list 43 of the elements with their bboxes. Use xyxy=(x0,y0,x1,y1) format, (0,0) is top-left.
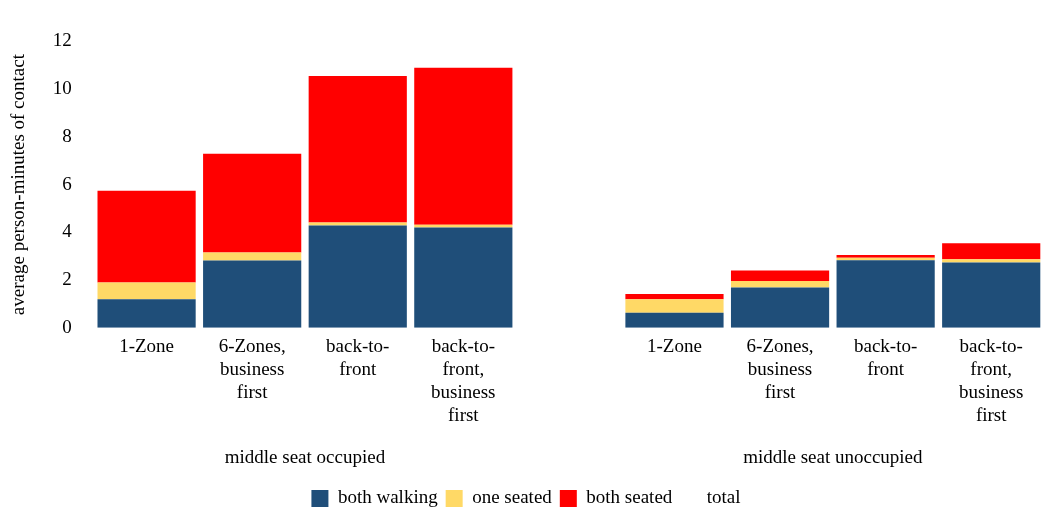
bar xyxy=(203,252,302,261)
text: middle seat occupied xyxy=(224,445,386,467)
y-tick-label: 10 xyxy=(52,77,72,99)
bar xyxy=(942,259,1041,263)
text: total xyxy=(706,486,741,508)
bar xyxy=(625,299,724,313)
x-tick-label: back-to-front xyxy=(326,335,390,379)
bar xyxy=(308,225,407,328)
bar xyxy=(942,262,1041,328)
bar xyxy=(203,153,302,253)
bar xyxy=(97,190,196,283)
y-tick-label: 4 xyxy=(62,220,73,242)
x-tick-label: back-to-front, business first xyxy=(431,335,496,425)
y-tick-label: 0 xyxy=(62,315,72,337)
y-tick-label: 12 xyxy=(52,29,72,51)
bar xyxy=(97,282,196,300)
legend-label: both walking xyxy=(337,486,439,508)
bar xyxy=(730,270,830,282)
bar xyxy=(308,76,407,223)
x-tick-label: back-to-front, business first xyxy=(959,335,1024,425)
x-tick-label: 1-Zone xyxy=(647,335,702,357)
x-tick-label: 1-Zone xyxy=(119,335,175,357)
legend-label: both seated xyxy=(586,486,673,508)
text: middle seat unoccupied xyxy=(743,445,924,467)
bar xyxy=(414,224,513,228)
bar xyxy=(97,299,196,328)
y-tick-label: 8 xyxy=(62,124,72,146)
bar xyxy=(942,243,1041,260)
bar xyxy=(414,67,513,225)
bar xyxy=(414,227,513,328)
legend-label: one seated xyxy=(472,486,553,508)
bar xyxy=(730,287,830,328)
bar xyxy=(203,260,302,328)
x-tick-label: 6-Zones, business first xyxy=(746,335,814,402)
bar xyxy=(625,312,724,328)
y-tick-label: 6 xyxy=(62,172,72,194)
y-tick-label: 2 xyxy=(62,268,72,290)
bar xyxy=(730,281,830,288)
x-tick-label: back-to-front xyxy=(853,335,918,379)
x-tick-label: 6-Zones, business first xyxy=(218,335,286,402)
bar xyxy=(836,260,935,328)
bar xyxy=(625,293,724,300)
y-axis-title: average person-minutes of contact xyxy=(7,53,29,316)
